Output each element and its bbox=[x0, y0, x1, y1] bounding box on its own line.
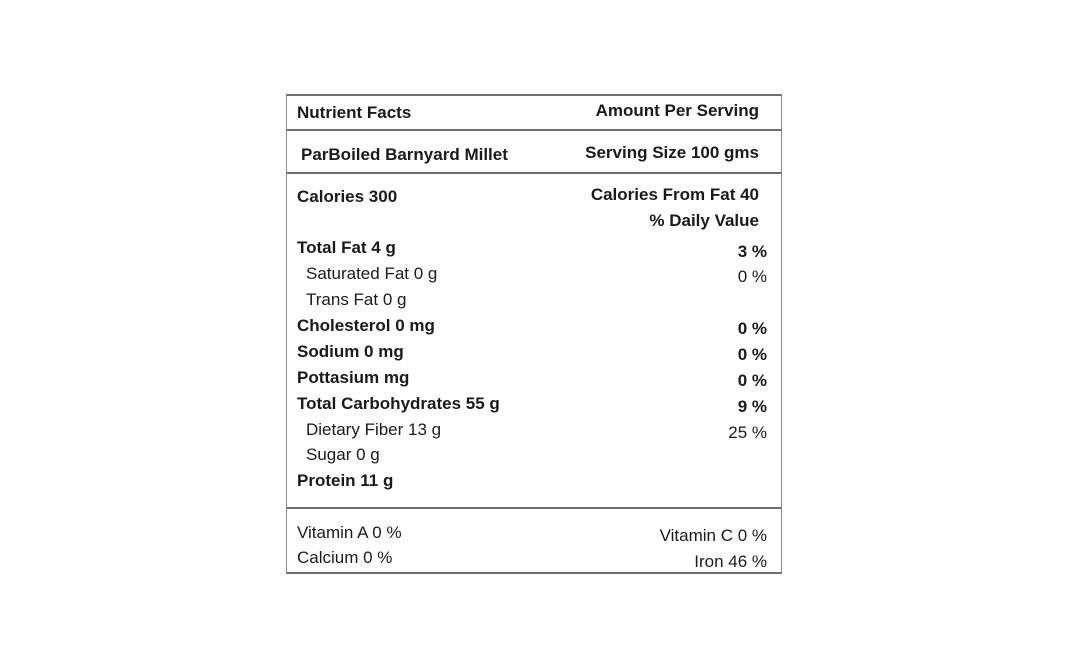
nutrient-percent-total-carbohydrates: 9 % bbox=[737, 397, 767, 416]
nutrient-label-total-carbohydrates: Total Carbohydrates 55 g bbox=[297, 394, 500, 413]
vitamin-a: Vitamin A 0 % bbox=[297, 523, 402, 542]
nutrient-label-dietary-fiber: Dietary Fiber 13 g bbox=[306, 420, 442, 439]
nutrient-label-total-fat: Total Fat 4 g bbox=[297, 238, 396, 257]
vitamins-divider bbox=[287, 507, 781, 509]
vitamin-c: Vitamin C 0 % bbox=[659, 526, 767, 545]
nutrient-percent-sodium: 0 % bbox=[737, 345, 767, 364]
nutrient-label-protein: Protein 11 g bbox=[297, 471, 394, 490]
nutrient-percent-total-fat: 3 % bbox=[737, 242, 767, 261]
nutrient-label-sodium: Sodium 0 mg bbox=[297, 342, 404, 361]
nutrient-percent-pottasium: 0 % bbox=[737, 371, 767, 390]
header-divider bbox=[287, 129, 781, 131]
calories-from-fat: Calories From Fat 40 bbox=[590, 185, 759, 204]
nutrient-label-sugar: Sugar 0 g bbox=[306, 445, 380, 464]
panel-title: Nutrient Facts bbox=[297, 103, 412, 122]
nutrient-percent-cholesterol: 0 % bbox=[737, 319, 767, 338]
calories-label: Calories 300 bbox=[297, 187, 398, 206]
product-divider bbox=[287, 172, 781, 174]
nutrient-label-saturated-fat: Saturated Fat 0 g bbox=[306, 264, 438, 283]
amount-per-serving-label: Amount Per Serving bbox=[595, 101, 759, 120]
nutrient-label-trans-fat: Trans Fat 0 g bbox=[306, 290, 407, 309]
iron: Iron 46 % bbox=[694, 552, 767, 571]
nutrition-facts-panel: Nutrient Facts Amount Per Serving ParBoi… bbox=[286, 94, 782, 574]
calcium: Calcium 0 % bbox=[297, 548, 393, 567]
serving-size: Serving Size 100 gms bbox=[585, 143, 759, 162]
product-name: ParBoiled Barnyard Millet bbox=[301, 145, 508, 164]
nutrient-percent-dietary-fiber: 25 % bbox=[728, 423, 767, 442]
daily-value-header: % Daily Value bbox=[649, 211, 759, 230]
nutrient-label-pottasium: Pottasium mg bbox=[297, 368, 410, 387]
nutrient-label-cholesterol: Cholesterol 0 mg bbox=[297, 316, 435, 335]
nutrient-percent-saturated-fat: 0 % bbox=[737, 267, 767, 286]
